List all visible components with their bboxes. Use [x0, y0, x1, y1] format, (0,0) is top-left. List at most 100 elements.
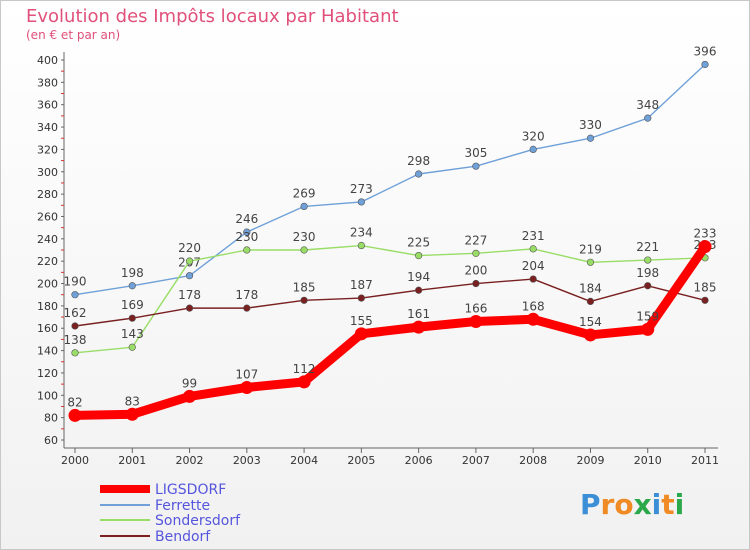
- data-point-ligsdorf: [583, 328, 597, 342]
- data-point-ligsdorf: [641, 322, 655, 336]
- logo-letter: i: [651, 488, 662, 521]
- data-label-bendorf: 169: [121, 298, 144, 312]
- data-label-sondersdorf: 231: [522, 229, 545, 243]
- y-tick-label: 240: [37, 233, 58, 246]
- x-tick-label: 2003: [233, 454, 261, 467]
- data-label-sondersdorf: 221: [636, 240, 659, 254]
- data-label-sondersdorf: 219: [579, 242, 602, 256]
- data-label-ferrette: 269: [293, 186, 316, 200]
- data-label-bendorf: 184: [579, 281, 602, 295]
- data-point-bendorf: [586, 297, 595, 306]
- data-point-ligsdorf: [68, 408, 82, 422]
- data-point-sondersdorf: [586, 258, 595, 266]
- y-tick-label: 160: [37, 322, 58, 335]
- data-label-ferrette: 396: [694, 44, 717, 58]
- data-label-ligsdorf: 99: [182, 376, 197, 390]
- y-tick-label: 140: [37, 345, 58, 358]
- data-point-ferrette: [529, 145, 537, 154]
- data-point-ligsdorf: [526, 312, 540, 326]
- logo-letter: t: [661, 488, 675, 521]
- data-point-bendorf: [300, 296, 308, 304]
- data-label-sondersdorf: 234: [350, 226, 373, 240]
- data-label-bendorf: 198: [636, 266, 659, 280]
- data-point-bendorf: [644, 282, 652, 290]
- data-label-bendorf: 200: [464, 264, 487, 278]
- data-label-ligsdorf: 155: [350, 314, 373, 328]
- data-point-sondersdorf: [300, 246, 308, 254]
- data-label-ferrette: 190: [64, 275, 87, 289]
- data-point-ferrette: [357, 198, 365, 206]
- data-point-ferrette: [644, 114, 652, 122]
- y-tick-label: 60: [44, 434, 58, 447]
- data-label-ligsdorf: 154: [579, 315, 602, 329]
- data-label-ferrette: 305: [464, 146, 487, 160]
- y-tick-label: 180: [37, 300, 58, 313]
- data-point-bendorf: [415, 286, 423, 294]
- y-tick-label: 340: [37, 121, 58, 134]
- data-point-ligsdorf: [183, 389, 197, 403]
- legend-label-sondersdorf: Sondersdorf: [155, 513, 241, 529]
- data-point-sondersdorf: [243, 246, 251, 254]
- data-label-sondersdorf: 230: [293, 230, 316, 244]
- data-label-ligsdorf: 168: [522, 299, 545, 313]
- x-tick-label: 2011: [691, 454, 719, 467]
- data-label-ferrette: 348: [636, 98, 659, 112]
- x-tick-label: 2004: [290, 454, 318, 467]
- data-label-ligsdorf: 166: [464, 302, 487, 316]
- data-label-ligsdorf: 233: [694, 227, 717, 241]
- data-point-ferrette: [415, 170, 423, 178]
- x-tick-label: 2000: [61, 454, 89, 467]
- data-label-bendorf: 185: [293, 280, 316, 294]
- x-tick-label: 2006: [405, 454, 433, 467]
- data-point-sondersdorf: [71, 349, 79, 357]
- data-point-ligsdorf: [354, 327, 368, 341]
- data-point-ferrette: [586, 134, 595, 142]
- x-tick-label: 2008: [519, 454, 547, 467]
- data-point-bendorf: [185, 304, 194, 312]
- data-label-bendorf: 185: [694, 280, 717, 294]
- y-tick-label: 80: [44, 412, 58, 425]
- logo-letter: P: [580, 488, 601, 521]
- data-point-ferrette: [300, 202, 308, 211]
- data-point-bendorf: [128, 314, 136, 322]
- logo-letter: r: [600, 488, 615, 521]
- y-tick-label: 320: [37, 143, 58, 156]
- data-label-ferrette: 320: [522, 129, 545, 143]
- y-tick-label: 380: [37, 76, 58, 89]
- data-point-sondersdorf: [357, 241, 365, 250]
- data-label-bendorf: 204: [522, 259, 545, 273]
- data-point-sondersdorf: [472, 249, 480, 257]
- logo-letter: i: [674, 488, 685, 521]
- data-label-ligsdorf: 161: [407, 307, 430, 321]
- x-tick-label: 2001: [118, 454, 146, 467]
- y-tick-label: 100: [37, 389, 58, 402]
- series-line-ligsdorf: [70, 242, 710, 420]
- legend-label-bendorf: Bendorf: [155, 529, 211, 545]
- chart-title: Evolution des Impôts locaux par Habitant: [26, 6, 399, 27]
- data-label-bendorf: 187: [350, 278, 373, 292]
- x-tick-label: 2010: [634, 454, 662, 467]
- data-label-sondersdorf: 138: [64, 333, 87, 347]
- data-label-ferrette: 298: [407, 154, 430, 168]
- data-point-bendorf: [701, 296, 709, 304]
- y-tick-label: 120: [37, 367, 58, 380]
- data-point-bendorf: [357, 294, 365, 302]
- data-label-bendorf: 178: [235, 288, 258, 302]
- x-tick-label: 2007: [462, 454, 490, 467]
- data-point-ferrette: [128, 282, 136, 290]
- y-tick-label: 220: [37, 255, 58, 268]
- y-tick-label: 260: [37, 210, 58, 223]
- data-point-ferrette: [71, 291, 79, 299]
- data-label-bendorf: 178: [178, 288, 201, 302]
- data-label-sondersdorf: 227: [464, 233, 487, 247]
- data-label-ligsdorf: 107: [235, 367, 258, 381]
- legend-label-ferrette: Ferrette: [155, 498, 210, 514]
- series-layer: 1901982072462692732983053203303483961381…: [64, 44, 717, 422]
- y-tick-label: 360: [37, 99, 58, 112]
- data-point-ligsdorf: [698, 240, 712, 254]
- series-line-sondersdorf: [74, 244, 706, 354]
- data-point-ferrette: [472, 162, 480, 170]
